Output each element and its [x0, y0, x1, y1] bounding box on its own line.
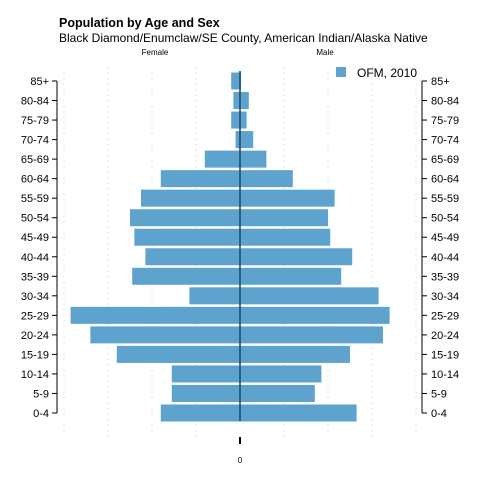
- right-tick-label: 40-44: [431, 252, 459, 264]
- bar-male: [240, 111, 247, 129]
- right-tick-label: 15-19: [431, 349, 459, 361]
- right-tick-label: 80-84: [431, 96, 459, 108]
- left-tick-label: 55-59: [21, 193, 49, 205]
- bar-male: [240, 306, 390, 324]
- bar-male: [240, 365, 322, 383]
- left-tick-label: 70-74: [21, 135, 49, 147]
- legend-label: OFM, 2010: [357, 66, 417, 80]
- right-tick-label: 70-74: [431, 135, 459, 147]
- bar-male: [240, 131, 254, 149]
- left-tick-label: 75-79: [21, 115, 49, 127]
- left-tick-label: 5-9: [33, 388, 49, 400]
- left-tick-label: 0-4: [33, 408, 49, 420]
- left-tick-label: 50-54: [21, 213, 49, 225]
- left-tick-label: 20-24: [21, 330, 49, 342]
- bar-male: [240, 228, 331, 246]
- x-zero-label: 0: [238, 456, 243, 465]
- bar-male: [240, 92, 249, 110]
- right-tick-label: 20-24: [431, 330, 459, 342]
- left-tick-label: 10-14: [21, 369, 49, 381]
- right-tick-label: 55-59: [431, 193, 459, 205]
- bar-female: [90, 326, 241, 344]
- axes: [56, 81, 423, 413]
- left-tick-label: 85+: [30, 76, 49, 88]
- female-side-label: Female: [142, 48, 169, 57]
- right-tick-label: 85+: [431, 76, 450, 88]
- bar-male: [240, 150, 267, 168]
- left-tick-label: 30-34: [21, 291, 49, 303]
- bar-female: [171, 365, 240, 383]
- bar-female: [116, 345, 240, 363]
- bar-female: [189, 287, 240, 305]
- left-tick-label: 40-44: [21, 252, 49, 264]
- right-tick-label: 65-69: [431, 154, 459, 166]
- left-tick-label: 45-49: [21, 232, 49, 244]
- left-tick-label: 65-69: [21, 154, 49, 166]
- right-tick-label: 30-34: [431, 291, 459, 303]
- right-tick-label: 60-64: [431, 174, 459, 186]
- bar-female: [145, 248, 240, 266]
- right-tick-label: 45-49: [431, 232, 459, 244]
- bar-male: [240, 287, 379, 305]
- bar-female: [130, 209, 240, 227]
- legend: OFM, 2010: [336, 66, 417, 80]
- bar-male: [240, 384, 315, 402]
- bar-male: [240, 189, 335, 207]
- left-tick-label: 15-19: [21, 349, 49, 361]
- right-tick-label: 10-14: [431, 369, 459, 381]
- bar-female: [235, 131, 240, 149]
- bar-female: [70, 306, 240, 324]
- bar-male: [240, 345, 350, 363]
- right-tick-label: 75-79: [431, 115, 459, 127]
- bar-male: [240, 209, 328, 227]
- bar-male: [240, 404, 357, 422]
- bar-female: [231, 111, 240, 129]
- bar-male: [240, 326, 383, 344]
- right-tick-label: 0-4: [431, 408, 447, 420]
- bar-female: [231, 72, 240, 90]
- right-tick-label: 5-9: [431, 388, 447, 400]
- right-tick-label: 25-29: [431, 310, 459, 322]
- bar-male: [240, 170, 293, 188]
- left-tick-label: 60-64: [21, 174, 49, 186]
- male-side-label: Male: [316, 48, 334, 57]
- bar-male: [240, 267, 342, 285]
- left-tick-label: 35-39: [21, 271, 49, 283]
- bar-female: [233, 92, 240, 110]
- chart-title: Population by Age and Sex: [59, 16, 220, 30]
- chart-subtitle: Black Diamond/Enumclaw/SE County, Americ…: [59, 31, 428, 45]
- bar-female: [160, 170, 240, 188]
- bar-group: [70, 72, 390, 422]
- left-tick-label: 80-84: [21, 96, 49, 108]
- bar-female: [171, 384, 240, 402]
- bar-female: [204, 150, 240, 168]
- right-tick-label: 50-54: [431, 213, 459, 225]
- left-tick-label: 25-29: [21, 310, 49, 322]
- bar-female: [160, 404, 240, 422]
- bar-male: [240, 248, 353, 266]
- bar-female: [141, 189, 240, 207]
- right-tick-label: 35-39: [431, 271, 459, 283]
- tick-labels: 0-4 0-4 5-9 5-9 10-14 10-14 15-19 15-19 20-24 20-…: [21, 76, 459, 420]
- bar-female: [134, 228, 240, 246]
- legend-swatch: [336, 67, 346, 77]
- bar-female: [132, 267, 240, 285]
